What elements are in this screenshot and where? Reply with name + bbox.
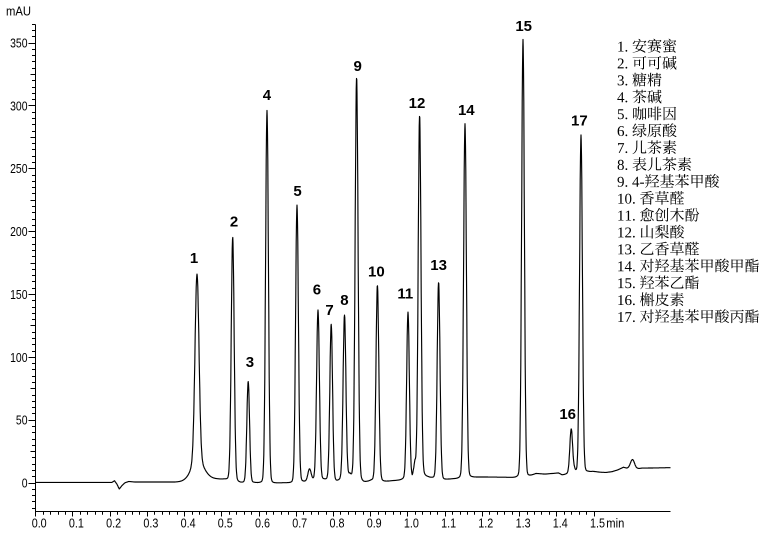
svg-text:7: 7 xyxy=(325,302,333,319)
svg-text:0.6: 0.6 xyxy=(255,516,270,531)
svg-text:150: 150 xyxy=(10,287,27,302)
svg-text:12: 12 xyxy=(409,95,426,112)
svg-text:8: 8 xyxy=(340,292,348,309)
svg-text:1: 1 xyxy=(190,250,198,267)
svg-text:0.3: 0.3 xyxy=(143,516,158,531)
svg-text:300: 300 xyxy=(10,98,27,113)
svg-text:14: 14 xyxy=(458,102,475,119)
svg-text:350: 350 xyxy=(10,36,27,51)
svg-text:9: 9 xyxy=(354,58,362,75)
svg-text:0.9: 0.9 xyxy=(367,516,382,531)
svg-text:100: 100 xyxy=(10,350,27,365)
svg-text:0.8: 0.8 xyxy=(330,516,345,531)
svg-text:11: 11 xyxy=(397,285,413,302)
svg-text:1.4: 1.4 xyxy=(553,516,568,531)
svg-text:0.4: 0.4 xyxy=(181,516,196,531)
svg-text:3: 3 xyxy=(246,354,254,371)
svg-text:15: 15 xyxy=(515,18,532,35)
svg-text:0.0: 0.0 xyxy=(32,516,47,531)
svg-text:min: min xyxy=(606,516,624,531)
svg-text:0.7: 0.7 xyxy=(292,516,307,531)
svg-text:17: 17 xyxy=(571,113,588,130)
svg-text:50: 50 xyxy=(16,413,28,428)
svg-text:1.2: 1.2 xyxy=(478,516,493,531)
svg-text:1.5: 1.5 xyxy=(590,516,605,531)
svg-text:10: 10 xyxy=(368,264,385,281)
svg-text:0.2: 0.2 xyxy=(106,516,121,531)
svg-text:1.3: 1.3 xyxy=(516,516,531,531)
svg-text:1.0: 1.0 xyxy=(404,516,419,531)
svg-text:1.1: 1.1 xyxy=(441,516,456,531)
svg-text:2: 2 xyxy=(230,213,238,230)
svg-text:6: 6 xyxy=(313,282,321,299)
svg-text:13: 13 xyxy=(430,257,447,274)
svg-text:5: 5 xyxy=(293,183,301,200)
svg-text:0.1: 0.1 xyxy=(69,516,84,531)
svg-text:0.5: 0.5 xyxy=(218,516,233,531)
svg-text:mAU: mAU xyxy=(6,4,31,19)
svg-text:16: 16 xyxy=(559,406,576,423)
svg-text:0: 0 xyxy=(22,476,28,491)
svg-text:200: 200 xyxy=(10,224,27,239)
svg-text:4: 4 xyxy=(263,87,272,104)
svg-text:250: 250 xyxy=(10,161,27,176)
